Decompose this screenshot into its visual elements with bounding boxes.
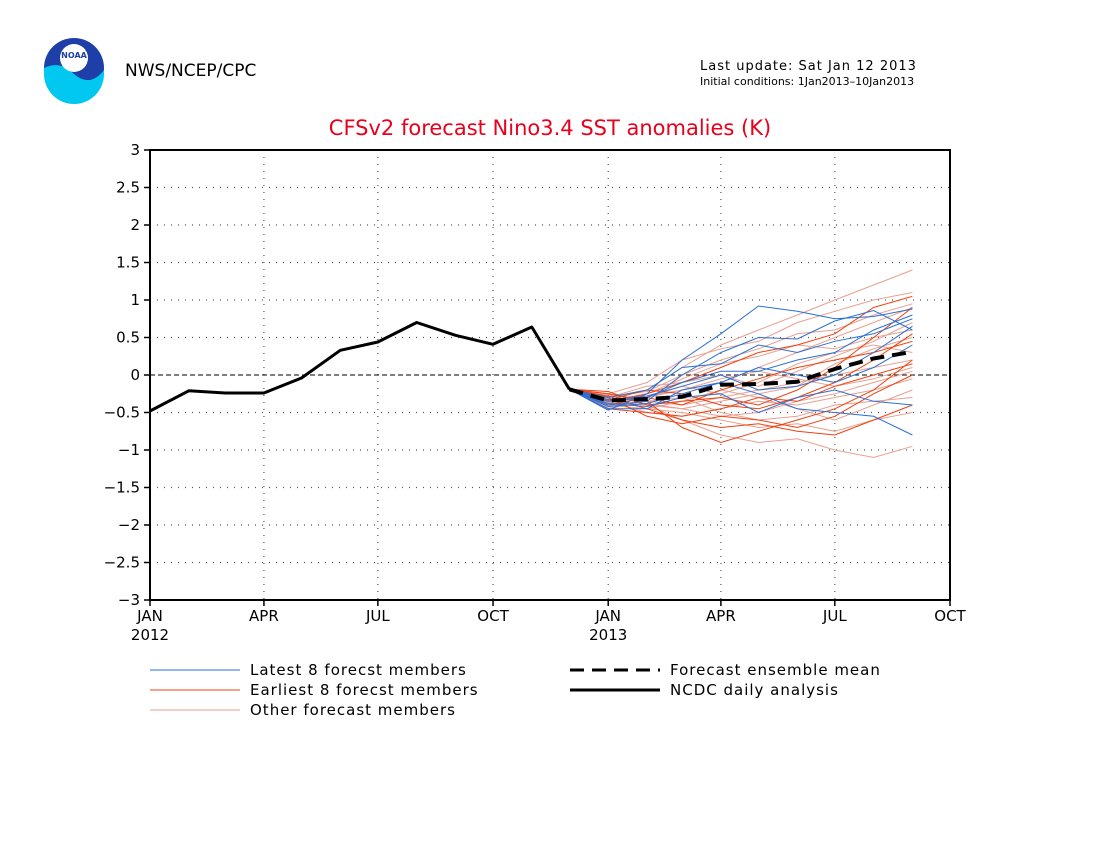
latest-member-line-3 [569, 381, 913, 436]
ncdc-observed-line [149, 321, 571, 413]
x-tick-label: OCT [477, 607, 509, 625]
x-tick-label: APR [249, 607, 279, 625]
earliest-member-line-8 [569, 333, 913, 410]
logo-text: NOAA [61, 51, 87, 60]
latest-members-series [569, 305, 913, 436]
x-tick-label: APR [706, 607, 736, 625]
y-tick-label: −3 [118, 591, 140, 609]
legend-label-latest: Latest 8 forecst members [250, 661, 467, 679]
y-tick-label: −1 [118, 441, 140, 459]
earliest-member-line-4 [569, 295, 913, 402]
latest-member-line-2 [569, 309, 913, 406]
agency-label: NWS/NCEP/CPC [125, 61, 256, 81]
other-member-line-15 [569, 370, 913, 417]
latest-member-line-1 [569, 305, 913, 411]
ensemble-mean-line [568, 349, 913, 403]
y-axis-ticks: 3 2.5 2 1.5 1 0.5 0 −0.5 −1 −1.5 −2 −2.5 −3 [104, 141, 150, 609]
y-tick-label: −2.5 [104, 554, 140, 572]
initial-conditions-text: Initial conditions: 1Jan2013–10Jan2013 [700, 75, 914, 88]
y-tick-label: −1.5 [104, 479, 140, 497]
y-tick-label: 2 [130, 216, 140, 234]
latest-member-line-7 [569, 344, 913, 408]
chart-title: CFSv2 forecast Nino3.4 SST anomalies (K) [329, 116, 771, 140]
y-tick-label: 1.5 [116, 254, 140, 272]
y-tick-label: 0.5 [116, 329, 140, 347]
y-tick-label: −0.5 [104, 404, 140, 422]
earliest-members-series [569, 295, 913, 444]
latest-member-line-4 [569, 318, 913, 399]
legend-label-observed: NCDC daily analysis [670, 681, 839, 699]
y-tick-label: 3 [130, 141, 140, 159]
x-tick-label: JAN [136, 607, 163, 625]
y-tick-label: 0 [130, 366, 140, 384]
noaa-logo: NOAA [44, 38, 104, 104]
x-tick-label: OCT [934, 607, 966, 625]
legend: Latest 8 forecst members Earliest 8 forec… [150, 661, 881, 719]
x-tick-label: JUL [822, 607, 847, 625]
x-tick-label: JAN [594, 607, 621, 625]
y-tick-label: 1 [130, 291, 140, 309]
legend-label-earliest: Earliest 8 forecst members [250, 681, 479, 699]
earliest-member-line-5 [569, 340, 913, 406]
earliest-member-line-3 [569, 374, 913, 429]
latest-member-line-6 [569, 314, 913, 402]
logo-bird-circle [60, 44, 88, 72]
legend-label-mean: Forecast ensemble mean [670, 661, 881, 679]
legend-label-other: Other forecast members [250, 701, 456, 719]
y-tick-label: −2 [118, 516, 140, 534]
x-tick-label: JUL [365, 607, 390, 625]
logo-wave [44, 65, 104, 104]
x-tick-year-label: 2012 [131, 626, 169, 644]
x-tick-year-label: 2013 [589, 626, 627, 644]
y-tick-label: 2.5 [116, 179, 140, 197]
last-update-text: Last update: Sat Jan 12 2013 [700, 59, 917, 74]
